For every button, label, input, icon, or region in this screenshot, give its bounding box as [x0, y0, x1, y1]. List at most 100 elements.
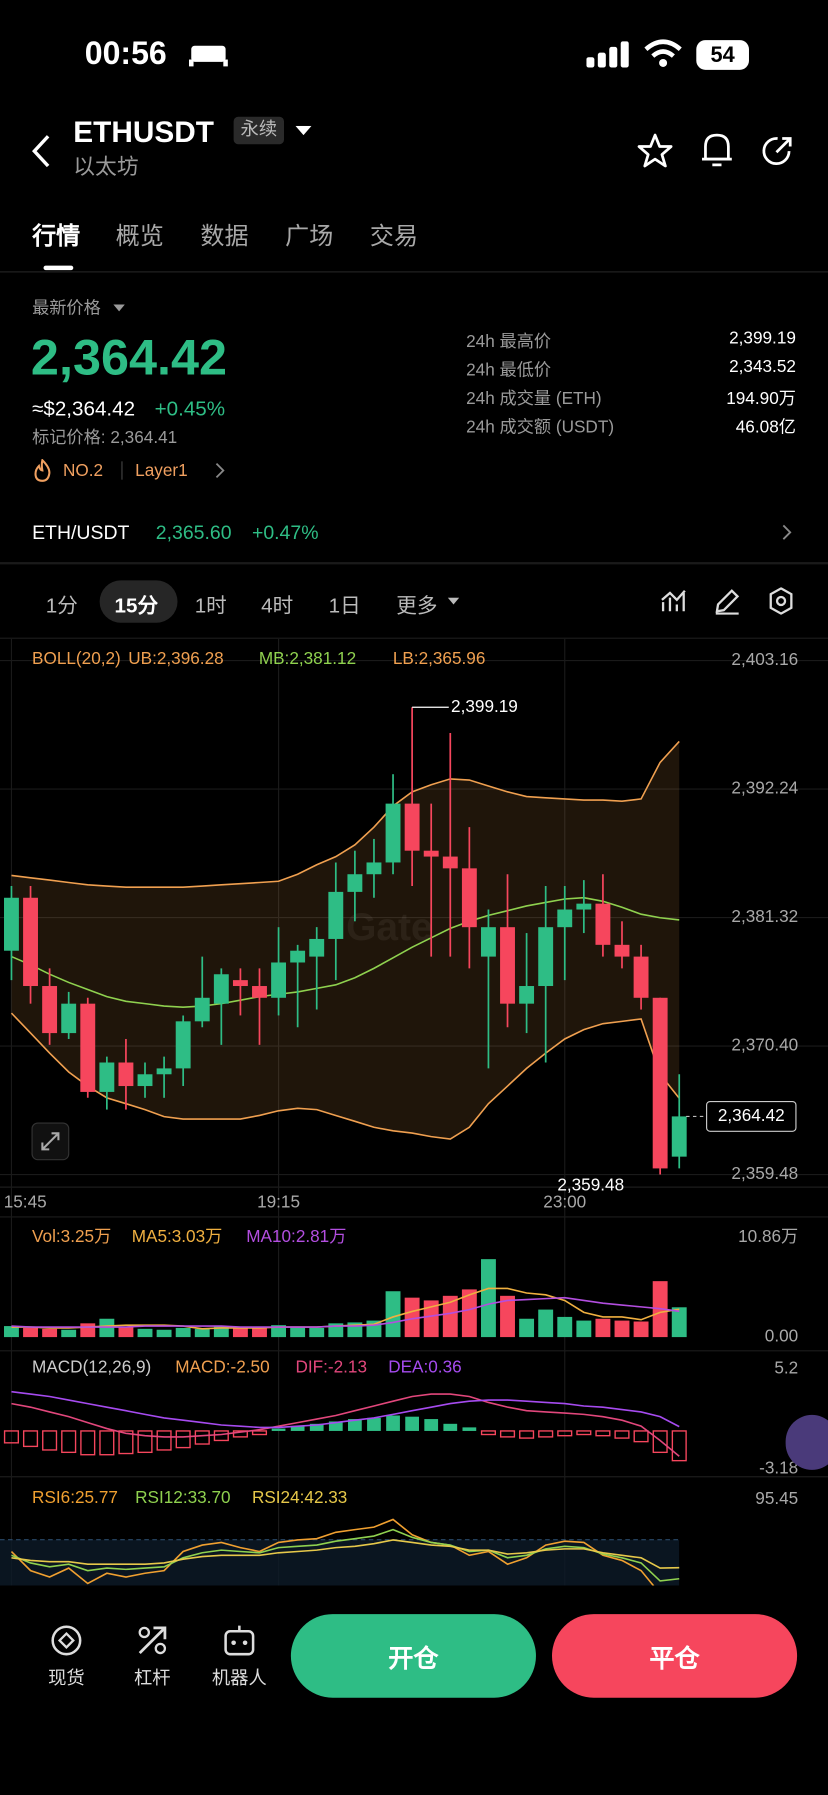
volume-bar: [42, 1328, 58, 1338]
volume-bar: [156, 1329, 172, 1338]
candle-body: [156, 1068, 172, 1075]
candle-body: [137, 1074, 153, 1087]
favorite-button[interactable]: [637, 133, 674, 170]
open-position-button[interactable]: 开仓: [290, 1614, 536, 1698]
interval-selected: [99, 580, 178, 623]
candle-body: [557, 909, 573, 928]
tab[interactable]: 概览: [115, 223, 164, 250]
macd-bar: [309, 1423, 324, 1431]
candle-body: [671, 1116, 687, 1157]
price-tick-label: 2,403.16: [731, 649, 798, 669]
nav-item[interactable]: 现货: [48, 1669, 85, 1689]
draw-button[interactable]: [713, 587, 740, 615]
candle-body: [442, 856, 458, 869]
nav-item[interactable]: 杠杆: [133, 1669, 171, 1689]
price-tick-label: 2,359.48: [731, 1163, 798, 1183]
macd-bar: [633, 1430, 649, 1443]
volume-bar: [99, 1318, 115, 1338]
volume-bar: [500, 1295, 515, 1338]
price-label[interactable]: 最新价格: [32, 298, 101, 319]
spot-change: +0.47%: [251, 522, 319, 544]
candle-body: [366, 862, 382, 875]
volume-bar: [461, 1289, 477, 1338]
stat-value: 194.90万: [726, 389, 796, 409]
stat-label: 24h 成交额 (USDT): [466, 417, 615, 438]
last-price-label: 2,364.42: [718, 1105, 785, 1125]
low-label: 2,359.48: [557, 1175, 624, 1195]
sleep-icon: [188, 45, 228, 67]
symbol[interactable]: ETHUSDT: [73, 114, 214, 149]
candle-body: [309, 938, 325, 957]
macd-bar: [194, 1430, 210, 1445]
candle-body: [652, 997, 668, 1169]
interval[interactable]: 更多: [396, 594, 438, 618]
divider: [0, 637, 828, 639]
tab[interactable]: 数据: [200, 223, 249, 250]
symbol-dropdown[interactable]: [295, 125, 312, 137]
floating-assistant[interactable]: [785, 1414, 828, 1470]
tab[interactable]: 交易: [369, 223, 419, 250]
close-position-button[interactable]: 平仓: [552, 1614, 798, 1698]
macd-bar: [519, 1430, 535, 1439]
macd-bar: [137, 1430, 153, 1454]
volume-bar: [23, 1327, 38, 1338]
rsi-tick-label: 95.45: [755, 1488, 798, 1508]
alert-button[interactable]: [699, 131, 736, 170]
tab-indicator: [43, 265, 74, 271]
volume-bar: [309, 1327, 325, 1338]
macd-bar: [251, 1430, 268, 1436]
fullscreen-button[interactable]: [31, 1122, 70, 1161]
volume-bar: [480, 1259, 496, 1338]
indicator-line: [11, 896, 680, 1008]
candle-body: [61, 1003, 77, 1034]
bot-icon: [224, 1625, 255, 1656]
indicator-legend: RSI6:25.77: [32, 1487, 118, 1507]
last-price: 2,364.42: [30, 329, 228, 386]
macd-bar: [99, 1430, 115, 1456]
candle-body: [404, 803, 420, 851]
settings-button[interactable]: [768, 587, 793, 615]
interval[interactable]: 1时: [194, 594, 227, 618]
indicator-legend: DEA:0.36: [388, 1357, 461, 1377]
indicator-line: [11, 1528, 680, 1582]
interval[interactable]: 1分: [45, 594, 78, 618]
candle-body: [614, 944, 630, 957]
back-button[interactable]: [27, 133, 54, 170]
volume-bar: [442, 1295, 458, 1338]
candle-body: [519, 986, 535, 1004]
indicator-legend: MACD(12,26,9): [32, 1357, 151, 1377]
tab[interactable]: 广场: [285, 223, 334, 250]
time-label: 15:45: [4, 1192, 47, 1212]
kline-chart: 2,403.16 2,392.24 2,381.32 2,370.40 2,359.48…: [0, 638, 828, 1586]
macd-bar: [576, 1430, 592, 1436]
tab[interactable]: 行情: [32, 223, 81, 250]
candle-body: [271, 962, 287, 998]
usd-price: ≈$2,364.42: [32, 397, 136, 421]
macd-bar: [652, 1430, 668, 1454]
interval[interactable]: 1日: [328, 594, 361, 618]
volume-bar: [271, 1325, 287, 1338]
sector-tag[interactable]: Layer1: [135, 461, 188, 481]
macd-bar: [328, 1421, 343, 1431]
volume-bar: [385, 1291, 401, 1338]
indicator-line: [11, 1390, 680, 1429]
indicator-legend: MB:2,381.12: [259, 648, 356, 668]
interval[interactable]: 4时: [261, 594, 294, 618]
spot-icon: [51, 1625, 82, 1656]
stat-value: 46.08亿: [735, 417, 796, 438]
macd-bar: [22, 1430, 39, 1448]
macd-tick-label: 5.2: [774, 1358, 798, 1378]
candle-body: [252, 986, 267, 998]
interval[interactable]: 15分: [114, 594, 159, 618]
indicator-button[interactable]: [661, 588, 686, 613]
volume-tick-label: 10.86万: [738, 1226, 798, 1246]
rank[interactable]: NO.2: [62, 461, 104, 481]
candle-body: [213, 974, 229, 1004]
margin-icon: [138, 1626, 167, 1655]
candle-body: [480, 927, 496, 957]
share-button[interactable]: [760, 134, 794, 168]
macd-bar: [614, 1430, 630, 1439]
indicator-line: [10, 1518, 655, 1586]
nav-item[interactable]: 机器人: [211, 1669, 267, 1689]
